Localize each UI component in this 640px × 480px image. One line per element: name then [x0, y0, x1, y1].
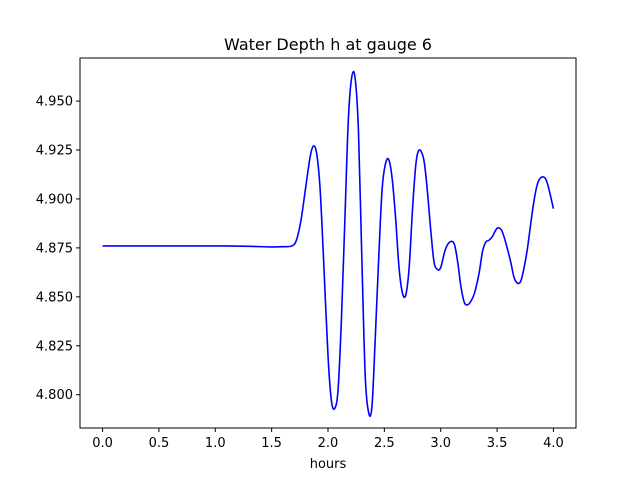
y-tick-label: 4.925: [36, 144, 73, 159]
plot-area: [79, 57, 577, 429]
x-axis: 0.0 0.5 1.0 1.5 2.0 2.5 3.0 3.5 4.0: [92, 428, 564, 451]
x-axis-label: hours: [310, 457, 347, 472]
y-tick-label: 4.825: [36, 339, 73, 354]
x-tick-label: 3.5: [487, 436, 508, 451]
series-layer: [102, 70, 555, 417]
x-tick-label: 0.5: [149, 436, 170, 451]
x-tick-label: 0.0: [92, 436, 113, 451]
x-tick-label: 1.5: [261, 436, 282, 451]
x-tick-label: 1.0: [205, 436, 226, 451]
series-line-0: [102, 70, 555, 417]
chart-title: Water Depth h at gauge 6: [224, 35, 432, 54]
x-tick-label: 4.0: [543, 436, 564, 451]
axes-frame: [79, 57, 577, 429]
y-tick-label: 4.850: [36, 290, 73, 305]
x-tick-label: 2.5: [374, 436, 395, 451]
y-tick-label: 4.900: [36, 192, 73, 207]
y-tick-label: 4.950: [36, 95, 73, 110]
y-tick-label: 4.875: [36, 241, 73, 256]
y-tick-label: 4.800: [36, 388, 73, 403]
y-axis: 4.800 4.825 4.850 4.875 4.900 4.925 4.950: [36, 95, 80, 403]
x-tick-label: 3.0: [430, 436, 451, 451]
x-tick-label: 2.0: [318, 436, 339, 451]
